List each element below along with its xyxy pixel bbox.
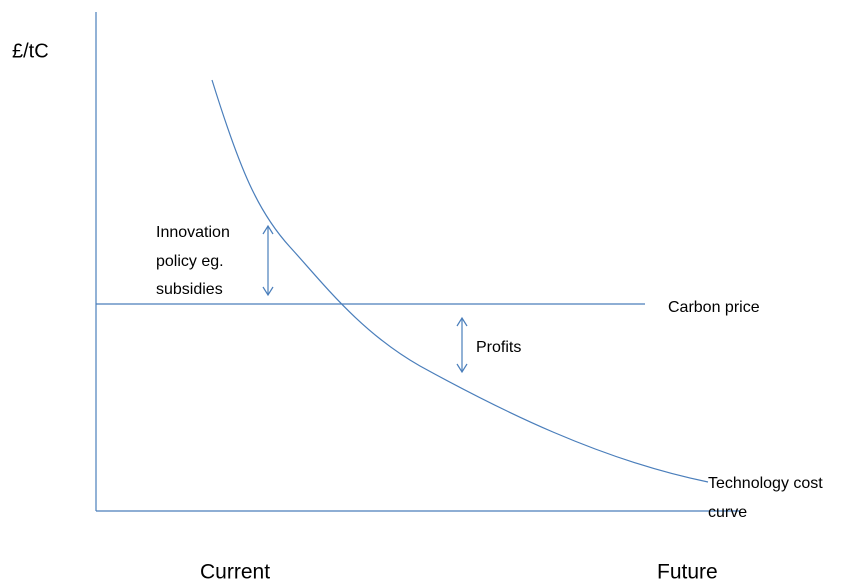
innovation-label: subsidies	[156, 281, 223, 298]
profits-label: Profits	[476, 339, 521, 356]
curve-label: curve	[708, 504, 747, 521]
profits-arrow	[456, 316, 468, 374]
cost-curve	[211, 79, 709, 483]
curve-label: Technology cost	[708, 475, 823, 492]
x-label: Future	[657, 561, 718, 584]
innovation-label: policy eg.	[156, 253, 224, 270]
y-axis-label: £/tC	[12, 40, 49, 62]
innovation-arrow	[262, 224, 274, 297]
innovation-label: Innovation	[156, 224, 230, 241]
x-label: Current	[200, 561, 270, 584]
carbon-price-label: Carbon price	[668, 299, 760, 316]
